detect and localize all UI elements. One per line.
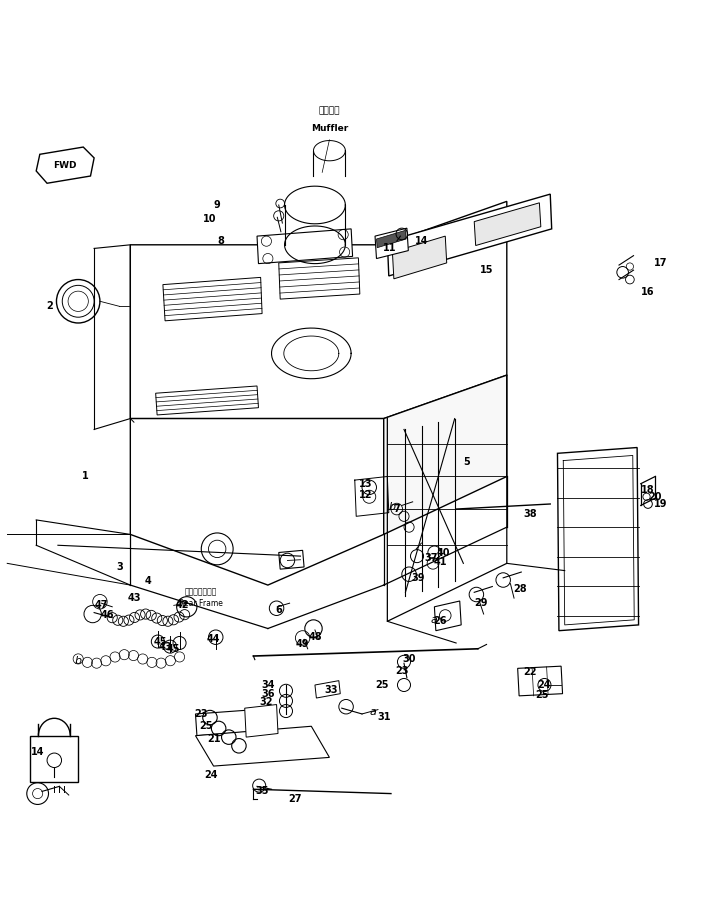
Text: 16: 16 xyxy=(641,286,654,297)
Text: b: b xyxy=(389,502,396,512)
Text: 43: 43 xyxy=(159,641,172,651)
Text: 25: 25 xyxy=(376,680,389,690)
Text: 17: 17 xyxy=(654,258,667,268)
Text: リヤーフレーム: リヤーフレーム xyxy=(185,588,217,597)
Text: 34: 34 xyxy=(261,680,274,690)
Text: a: a xyxy=(369,707,376,717)
Polygon shape xyxy=(557,447,639,631)
Polygon shape xyxy=(30,736,78,782)
Text: 28: 28 xyxy=(513,584,526,594)
Text: マフラー: マフラー xyxy=(319,106,340,116)
Polygon shape xyxy=(195,726,329,766)
Polygon shape xyxy=(36,147,94,183)
Text: Muffler: Muffler xyxy=(311,125,348,133)
Text: 45: 45 xyxy=(167,644,180,654)
Text: 25: 25 xyxy=(200,722,213,731)
Text: 36: 36 xyxy=(261,688,274,699)
Text: 44: 44 xyxy=(207,635,220,644)
Polygon shape xyxy=(384,375,507,534)
Text: 2: 2 xyxy=(46,301,53,311)
Text: 29: 29 xyxy=(475,598,488,608)
Text: 32: 32 xyxy=(260,698,273,708)
Polygon shape xyxy=(279,551,304,569)
Text: 9: 9 xyxy=(214,200,221,210)
Text: 25: 25 xyxy=(535,690,548,700)
Text: 39: 39 xyxy=(412,573,425,583)
Text: 5: 5 xyxy=(463,457,471,467)
Polygon shape xyxy=(163,277,262,321)
Text: 40: 40 xyxy=(437,548,450,557)
Polygon shape xyxy=(130,201,507,419)
Text: 15: 15 xyxy=(480,265,493,275)
Text: 27: 27 xyxy=(289,794,302,804)
Text: 30: 30 xyxy=(403,654,416,664)
Text: 31: 31 xyxy=(377,711,390,722)
Text: 37: 37 xyxy=(424,553,437,563)
Text: 43: 43 xyxy=(127,593,140,603)
Polygon shape xyxy=(434,601,461,631)
Text: 14: 14 xyxy=(31,747,44,757)
Text: 47: 47 xyxy=(95,601,108,611)
Text: a: a xyxy=(431,614,438,625)
Text: 24: 24 xyxy=(538,680,551,690)
Polygon shape xyxy=(195,708,277,736)
Polygon shape xyxy=(474,202,541,246)
Text: 45: 45 xyxy=(154,637,167,647)
Text: 26: 26 xyxy=(434,616,447,626)
Text: 11: 11 xyxy=(383,243,396,253)
Polygon shape xyxy=(130,419,384,585)
Polygon shape xyxy=(257,229,353,263)
Text: 14: 14 xyxy=(415,237,428,246)
Text: 3: 3 xyxy=(116,562,123,572)
Text: 23: 23 xyxy=(195,709,208,719)
Text: 42: 42 xyxy=(176,601,189,611)
Text: b: b xyxy=(75,656,82,666)
Text: 19: 19 xyxy=(654,499,667,509)
Text: 49: 49 xyxy=(296,639,309,650)
Text: 24: 24 xyxy=(205,770,218,780)
Text: 13: 13 xyxy=(359,479,372,489)
Text: 1: 1 xyxy=(82,471,89,481)
Text: 23: 23 xyxy=(395,665,408,675)
Polygon shape xyxy=(375,228,408,259)
Polygon shape xyxy=(392,237,447,279)
Text: 35: 35 xyxy=(256,786,269,796)
Polygon shape xyxy=(245,704,278,737)
Text: 20: 20 xyxy=(649,492,662,502)
Polygon shape xyxy=(279,258,360,299)
Text: 7: 7 xyxy=(393,505,400,514)
Text: 6: 6 xyxy=(275,605,282,615)
Text: Rear Frame: Rear Frame xyxy=(180,599,223,608)
Text: 21: 21 xyxy=(207,734,220,744)
Text: 48: 48 xyxy=(308,632,321,642)
Polygon shape xyxy=(315,681,340,698)
Text: 46: 46 xyxy=(101,611,114,621)
Text: 33: 33 xyxy=(325,685,338,695)
Text: 18: 18 xyxy=(641,484,654,494)
Text: 8: 8 xyxy=(217,237,224,246)
Text: FWD: FWD xyxy=(54,161,77,170)
Text: 38: 38 xyxy=(523,509,536,519)
Text: 22: 22 xyxy=(523,667,536,677)
Polygon shape xyxy=(156,386,258,415)
Text: 10: 10 xyxy=(203,214,216,225)
Polygon shape xyxy=(376,230,406,248)
Text: 41: 41 xyxy=(434,557,447,567)
Text: 4: 4 xyxy=(145,577,152,587)
Text: 12: 12 xyxy=(359,490,372,500)
Polygon shape xyxy=(518,666,563,696)
Polygon shape xyxy=(387,194,552,276)
